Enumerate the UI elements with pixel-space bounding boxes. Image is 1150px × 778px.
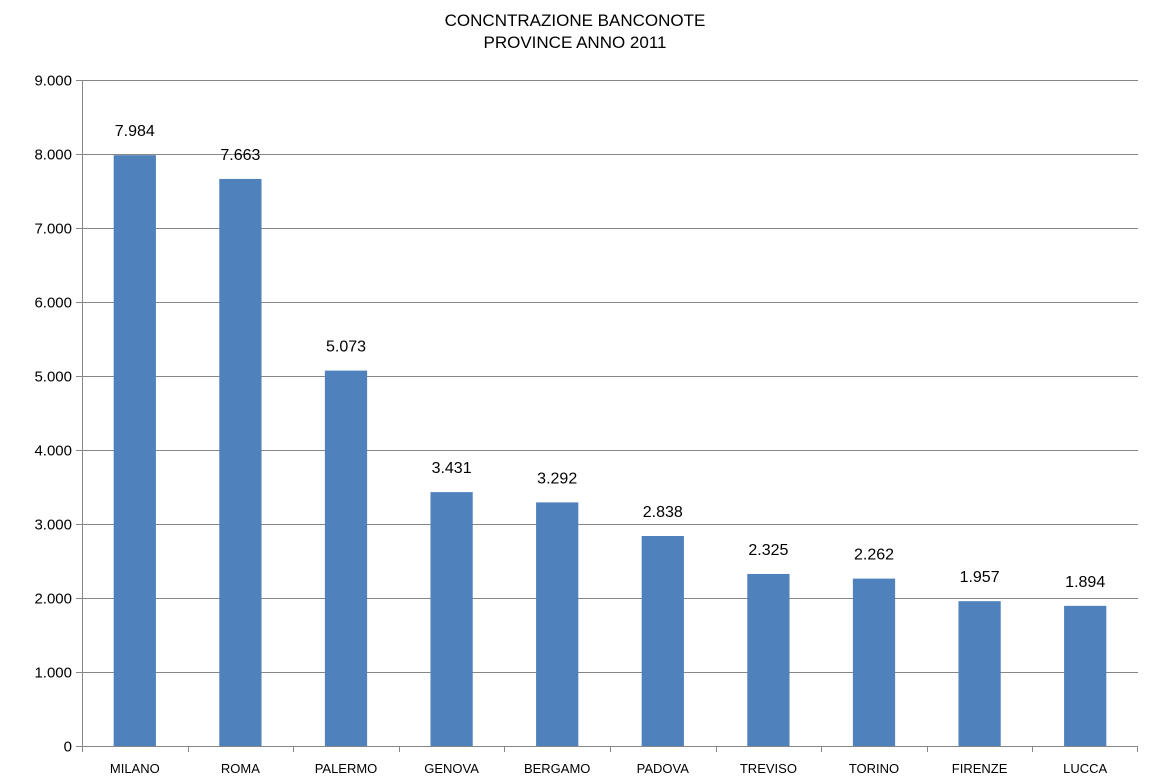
y-tick-label-1: 1.000 <box>34 665 72 682</box>
x-tick-label-torino: TORINO <box>849 761 899 776</box>
bar-milano <box>113 155 156 746</box>
y-tick-label-3: 3.000 <box>34 517 72 534</box>
y-tick-label-5: 5.000 <box>34 369 72 386</box>
data-label-roma: 7.663 <box>220 147 260 164</box>
x-tick-label-bergamo: BERGAMO <box>524 761 590 776</box>
bar-bergamo <box>536 502 579 746</box>
y-tick-label-8: 8.000 <box>34 147 72 164</box>
x-tick-label-milano: MILANO <box>110 761 160 776</box>
labels: 0 1.000 2.000 3.000 4.000 5.000 6.000 7.000 8.00… <box>34 73 1107 777</box>
x-tick-label-padova: PADOVA <box>637 761 690 776</box>
chart-title-line-1: CONCNTRAZIONE BANCONOTE <box>444 11 706 30</box>
bar-palermo <box>324 370 368 746</box>
x-tick-label-treviso: TREVISO <box>740 761 797 776</box>
bar-padova <box>641 535 684 746</box>
y-tick-label-7: 7.000 <box>34 221 72 238</box>
y-tick-label-9: 9.000 <box>34 73 72 90</box>
data-label-milano: 7.984 <box>115 123 155 140</box>
data-label-torino: 2.262 <box>854 547 894 564</box>
y-tick-label-2: 2.000 <box>34 591 72 608</box>
bar-genova <box>430 492 473 746</box>
axes <box>76 80 1138 752</box>
data-label-padova: 2.838 <box>643 504 683 521</box>
chart-title-line-2: PROVINCE ANNO 2011 <box>483 33 667 52</box>
y-tick-label-4: 4.000 <box>34 443 72 460</box>
data-label-lucca: 1.894 <box>1065 574 1105 591</box>
bar-roma <box>219 178 262 747</box>
bars <box>113 155 1107 747</box>
y-tick-label-6: 6.000 <box>34 295 72 312</box>
data-label-genova: 3.431 <box>432 460 472 477</box>
y-tick-label-0: 0 <box>64 739 72 756</box>
bar-lucca <box>1064 605 1107 746</box>
bar-treviso <box>747 573 790 746</box>
x-tick-label-firenze: FIRENZE <box>952 761 1008 776</box>
data-label-treviso: 2.325 <box>748 542 788 559</box>
data-label-palermo: 5.073 <box>326 339 366 356</box>
x-tick-label-roma: ROMA <box>221 761 260 776</box>
bar-torino <box>852 578 896 746</box>
x-tick-label-lucca: LUCCA <box>1063 761 1107 776</box>
x-tick-label-palermo: PALERMO <box>315 761 378 776</box>
data-label-firenze: 1.957 <box>960 569 1000 586</box>
bar-firenze <box>958 601 1001 746</box>
x-tick-label-genova: GENOVA <box>424 761 479 776</box>
chart-title: CONCNTRAZIONE BANCONOTE PROVINCE ANNO 20… <box>0 10 1150 54</box>
data-label-bergamo: 3.292 <box>537 470 577 487</box>
